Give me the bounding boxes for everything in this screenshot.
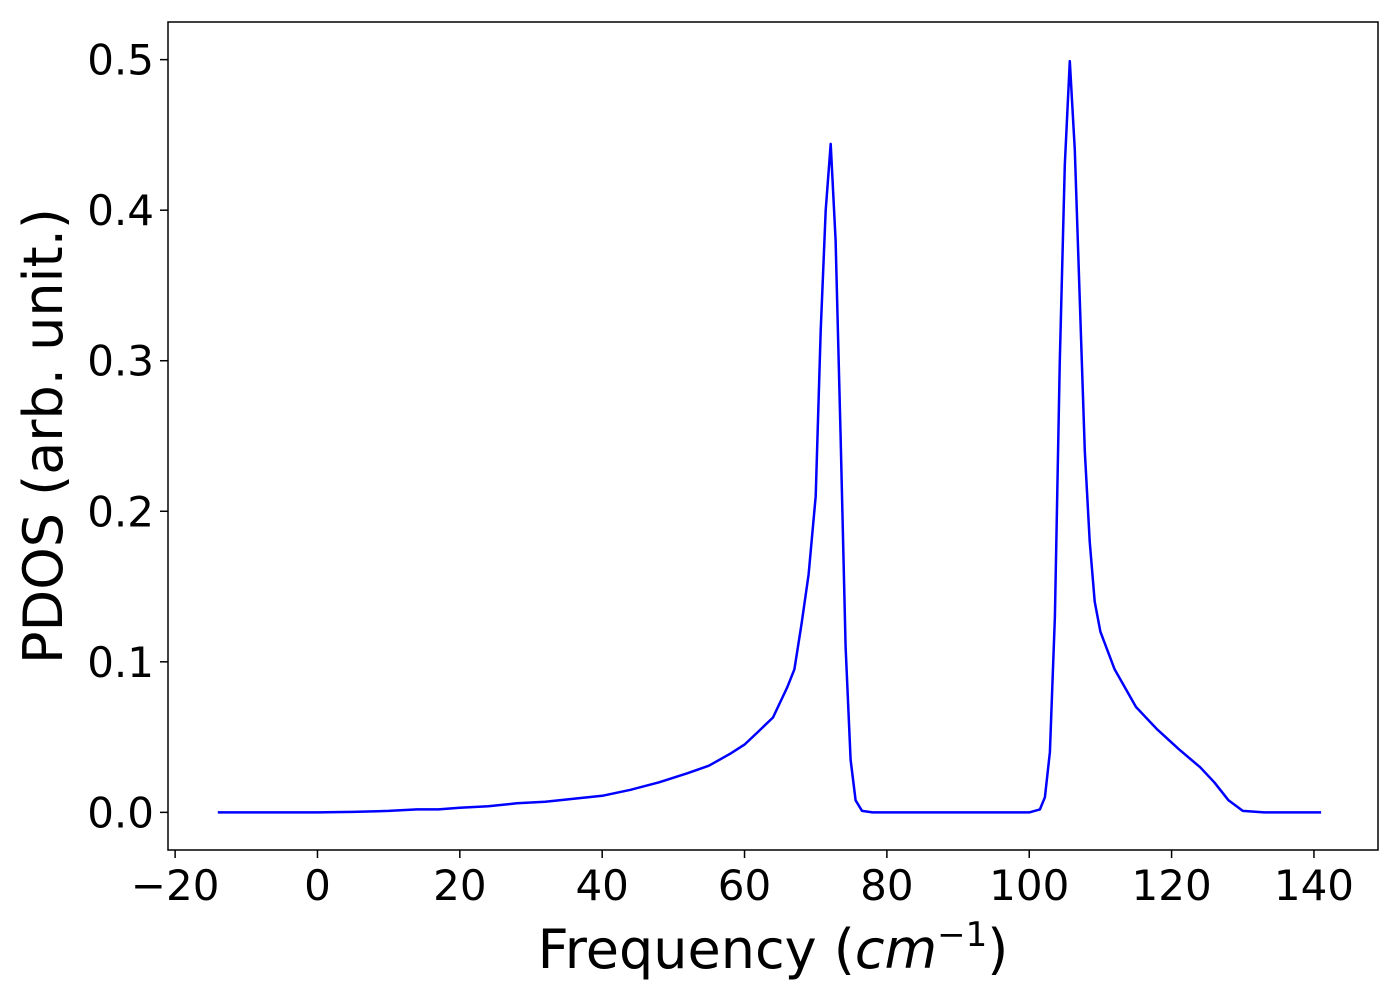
x-tick-label: 0 bbox=[304, 861, 331, 910]
x-tick-label: 40 bbox=[575, 861, 628, 910]
x-tick-label: 120 bbox=[1132, 861, 1212, 910]
pdos-series-line bbox=[217, 59, 1322, 814]
x-tick-label: 100 bbox=[989, 861, 1069, 910]
x-axis-label: Frequency (cm−1) bbox=[538, 915, 1009, 981]
y-tick-label: 0.0 bbox=[87, 788, 154, 837]
series-layer bbox=[217, 59, 1322, 814]
axes-frame bbox=[167, 21, 1379, 851]
y-tick-label: 0.2 bbox=[87, 487, 154, 536]
x-tick-label: 80 bbox=[860, 861, 913, 910]
plot-area: −20 0 20 40 60 80 100 120 140 0.0 0.1 0.2 0.3 0.4 0.5 bbox=[87, 21, 1379, 910]
x-axis-ticks: −20 0 20 40 60 80 100 120 140 bbox=[131, 850, 1354, 910]
y-axis-label: PDOS (arb. unit.) bbox=[12, 208, 75, 664]
y-tick-label: 0.4 bbox=[87, 186, 154, 235]
y-tick-label: 0.1 bbox=[87, 638, 154, 687]
x-tick-label: 140 bbox=[1274, 861, 1354, 910]
y-tick-label: 0.5 bbox=[87, 36, 154, 85]
y-tick-label: 0.3 bbox=[87, 337, 154, 386]
x-tick-label: 60 bbox=[718, 861, 771, 910]
x-tick-label: −20 bbox=[131, 861, 220, 910]
y-axis-ticks: 0.0 0.1 0.2 0.3 0.4 0.5 bbox=[87, 36, 168, 837]
x-tick-label: 20 bbox=[433, 861, 486, 910]
